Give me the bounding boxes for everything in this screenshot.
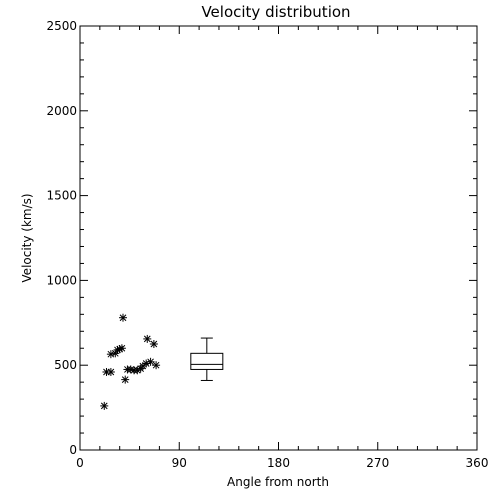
data-point [149,340,158,348]
axis-ticks [79,25,478,451]
plot-frame [79,25,478,451]
x-tick-label: 270 [366,456,389,470]
y-axis-label: Velocity (km/s) [20,193,34,282]
y-tick-label: 2000 [46,104,77,118]
data-point [100,401,109,410]
data-point [143,334,152,343]
x-tick-label: 360 [466,456,489,470]
box-iqr [190,352,224,370]
y-tick-labels: 0 500 1000 1500 2000 2500 [46,19,77,457]
chart-title: Velocity distribution [201,3,350,21]
data-point [119,313,128,322]
data-point [146,357,155,366]
x-tick-label: 90 [172,456,187,470]
y-tick-label: 500 [54,358,77,372]
x-tick-labels: 0 90 180 270 360 [76,456,488,470]
y-tick-label: 1000 [46,273,77,287]
velocity-boxplot [190,337,224,381]
data-point [152,361,161,370]
y-tick-label: 0 [69,443,77,457]
data-point [117,344,126,353]
x-tick-label: 0 [76,456,84,470]
x-tick-label: 180 [267,456,290,470]
data-point [106,367,115,376]
y-tick-label: 1500 [46,189,77,203]
x-axis-label: Angle from north [227,475,329,489]
data-point [121,375,130,384]
y-tick-label: 2500 [46,19,77,33]
data-points [100,313,161,410]
